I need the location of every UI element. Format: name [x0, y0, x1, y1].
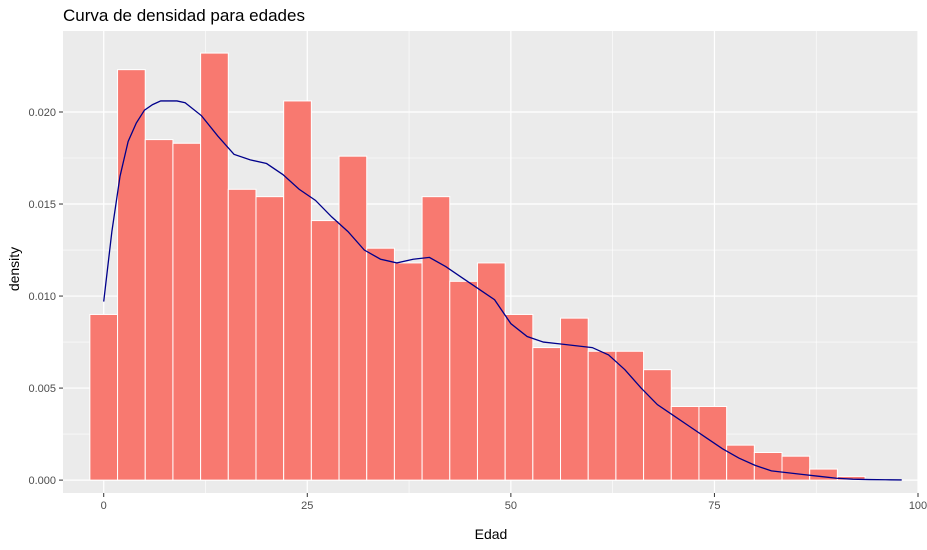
y-tick-label: 0.005 [28, 383, 56, 395]
y-axis: 0.000 0.005 0.010 0.015 0.020 [28, 107, 63, 487]
x-tick-label: 0 [101, 500, 107, 512]
x-tick-label: 50 [505, 500, 517, 512]
histogram-bar [615, 350, 645, 481]
histogram-bar [200, 52, 229, 481]
histogram-bar [338, 155, 368, 481]
histogram-bar [393, 262, 423, 481]
histogram-bar [532, 347, 562, 481]
x-axis-title: Edad [475, 526, 508, 542]
chart-title: Curva de densidad para edades [63, 6, 305, 25]
histogram-bar [227, 188, 257, 481]
y-tick-label: 0.010 [28, 291, 56, 303]
density-curve [103, 100, 902, 481]
histogram-bar [587, 350, 617, 481]
histogram-bar [643, 369, 672, 481]
histogram-bar [421, 196, 451, 481]
histogram-bar [117, 69, 146, 481]
histogram-bar [476, 262, 506, 481]
histogram-bar [255, 196, 285, 481]
histogram-bar [698, 405, 728, 481]
histogram-bar [670, 405, 700, 481]
histogram-bar [504, 313, 534, 481]
histogram-bar [310, 220, 340, 481]
y-tick-label: 0.015 [28, 199, 56, 211]
x-tick-label: 100 [909, 500, 927, 512]
histogram-bar [781, 455, 811, 481]
x-tick-label: 75 [708, 500, 720, 512]
histogram-bar [560, 317, 589, 481]
histogram-bar [172, 142, 202, 481]
x-axis: 0 25 50 75 100 [101, 493, 927, 512]
y-tick-label: 0.020 [28, 107, 56, 119]
histogram-bar [283, 100, 312, 481]
histogram-bar [449, 280, 478, 481]
y-tick-label: 0.000 [28, 475, 56, 487]
histogram-bar [366, 247, 395, 481]
histogram-bar [89, 313, 119, 481]
y-axis-title: density [6, 247, 22, 291]
histogram-bar [144, 139, 174, 481]
x-tick-label: 25 [301, 500, 313, 512]
